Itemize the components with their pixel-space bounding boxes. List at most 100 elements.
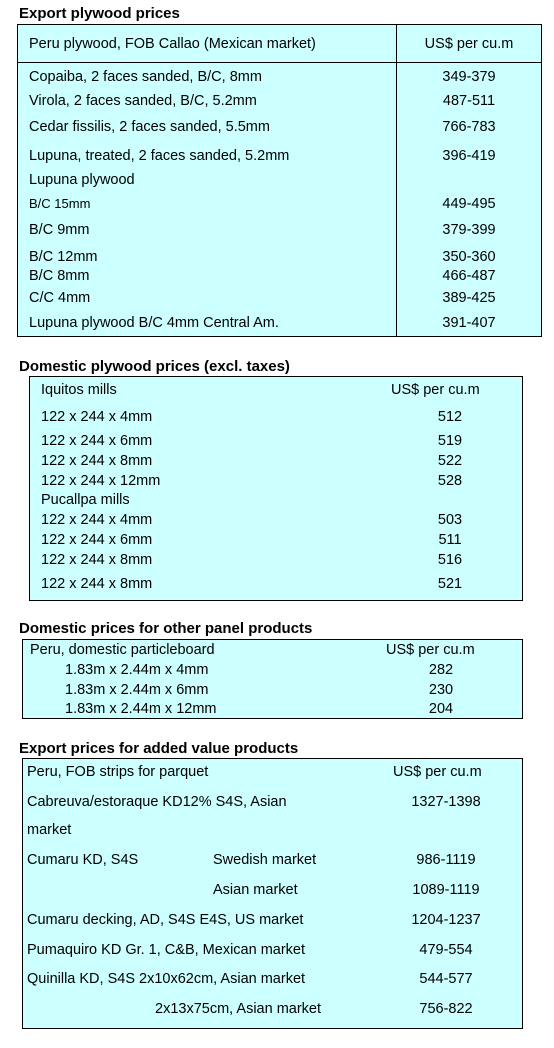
product-cell: 122 x 244 x 4mm [41,409,153,425]
table-row: Copaiba, 2 faces sanded, B/C, 8mm 349-37… [18,67,541,87]
table-row: 122 x 244 x 4mm 512 [30,407,522,427]
price-cell: 544-577 [419,971,473,987]
table-row: Virola, 2 faces sanded, B/C, 5.2mm 487-5… [18,91,541,111]
market-cell: Asian market [213,882,298,898]
product-cell: 1.83m x 2.44m x 12mm [65,701,217,717]
table-row: 122 x 244 x 12mm 528 [30,471,522,491]
product-cell: 122 x 244 x 6mm [41,532,153,548]
price-cell: 282 [428,662,454,678]
price-cell: 449-495 [442,196,496,212]
price-cell: 204 [428,701,454,717]
table-row: Quinilla KD, S4S 2x10x62cm, Asian market… [23,969,522,989]
domestic-plywood-title: Domestic plywood prices (excl. taxes) [19,358,290,375]
table-header: Peru, domestic particleboard US$ per cu.… [23,640,522,660]
column-divider [396,25,397,336]
product-cell: 122 x 244 x 8mm [41,576,153,592]
product-cell: Lupuna, treated, 2 faces sanded, 5.2mm [29,148,290,164]
product-column-header: Iquitos mills [41,382,117,398]
added-value-table: Peru, FOB strips for parquet US$ per cu.… [22,758,523,1029]
added-value-title: Export prices for added value products [19,740,299,757]
price-cell: 487-511 [442,93,496,109]
table-row: B/C 15mm 449-495 [18,194,541,214]
product-cell: B/C 12mm [29,249,98,265]
product-cell: B/C 9mm [29,222,90,238]
price-cell: 230 [428,682,454,698]
product-cell: Pucallpa mills [41,492,130,508]
table-row: 1.83m x 2.44m x 12mm 204 [23,699,522,719]
table-row: Lupuna, treated, 2 faces sanded, 5.2mm 3… [18,146,541,166]
price-cell: 756-822 [419,1001,473,1017]
product-cell: Lupuna plywood [29,172,135,188]
price-cell: 379-399 [442,222,496,238]
product-cell: C/C 4mm [29,290,91,306]
price-column-header: US$ per cu.m [393,764,482,780]
table-row: Cedar fissilis, 2 faces sanded, 5.5mm 76… [18,117,541,137]
product-column-header: Peru, domestic particleboard [30,642,215,658]
product-cell: Copaiba, 2 faces sanded, B/C, 8mm [29,69,262,85]
price-cell: 516 [437,552,463,568]
product-cell: Pumaquiro KD Gr. 1, C&B, Mexican market [27,942,306,958]
product-cell: Cumaru KD, S4S [27,852,139,868]
product-cell: Quinilla KD, S4S 2x10x62cm, Asian market [27,971,306,987]
price-cell: 466-487 [442,268,496,284]
price-cell: 350-360 [442,249,496,265]
product-cell: market [27,822,72,838]
table-row: 122 x 244 x 6mm 519 [30,431,522,451]
product-cell: B/C 8mm [29,268,90,284]
product-cell: B/C 15mm [29,196,91,211]
price-cell: 389-425 [442,290,496,306]
table-row: B/C 8mm 466-487 [18,266,541,286]
price-column-header: US$ per cu.m [424,36,514,52]
header-divider [18,62,541,63]
price-cell: 349-379 [442,69,496,85]
table-row: 2x13x75cm, Asian market 756-822 [23,999,522,1019]
price-column-header: US$ per cu.m [391,382,480,398]
table-row: B/C 9mm 379-399 [18,220,541,240]
product-cell: Cedar fissilis, 2 faces sanded, 5.5mm [29,119,270,135]
product-cell: 122 x 244 x 4mm [41,512,153,528]
table-header: Peru, FOB strips for parquet US$ per cu.… [23,762,522,782]
price-column-header: US$ per cu.m [386,642,475,658]
table-row: Cumaru KD, S4S Swedish market 986-1119 [23,850,522,870]
price-cell: 511 [438,532,462,548]
product-cell: Lupuna plywood B/C 4mm Central Am. [29,315,279,331]
product-cell: Cabreuva/estoraque KD12% S4S, Asian [27,794,287,810]
product-cell: 122 x 244 x 6mm [41,433,153,449]
price-cell: 519 [437,433,463,449]
table-row: market [23,820,522,840]
table-row: 122 x 244 x 6mm 511 [30,530,522,550]
table-row: Lupuna plywood B/C 4mm Central Am. 391-4… [18,313,541,333]
product-cell: Cumaru decking, AD, S4S E4S, US market [27,912,304,928]
price-cell: 479-554 [419,942,473,958]
table-row: 122 x 244 x 4mm 503 [30,510,522,530]
table-row: Asian market 1089-1119 [23,880,522,900]
market-cell: Swedish market [213,852,317,868]
table-row: Pumaquiro KD Gr. 1, C&B, Mexican market … [23,940,522,960]
product-cell: 1.83m x 2.44m x 6mm [65,682,209,698]
table-row: Cumaru decking, AD, S4S E4S, US market 1… [23,910,522,930]
table-row: 122 x 244 x 8mm 516 [30,550,522,570]
export-plywood-table: Peru plywood, FOB Callao (Mexican market… [17,24,542,337]
product-cell: 122 x 244 x 12mm [41,473,161,489]
export-plywood-title: Export plywood prices [19,5,180,22]
table-row: Pucallpa mills [30,490,522,510]
price-cell: 521 [437,576,463,592]
other-panels-table: Peru, domestic particleboard US$ per cu.… [22,639,523,719]
product-column-header: Peru, FOB strips for parquet [27,764,209,780]
price-cell: 1327-1398 [411,794,481,810]
price-cell: 766-783 [442,119,496,135]
table-row: 122 x 244 x 8mm 521 [30,574,522,594]
table-header: Iquitos mills US$ per cu.m [30,380,522,400]
price-cell: 522 [437,453,463,469]
price-cell: 396-419 [442,148,496,164]
product-cell: 1.83m x 2.44m x 4mm [65,662,209,678]
price-cell: 391-407 [442,315,496,331]
product-cell: 122 x 244 x 8mm [41,453,153,469]
other-panels-title: Domestic prices for other panel products [19,620,313,637]
domestic-plywood-table: Iquitos mills US$ per cu.m 122 x 244 x 4… [29,376,523,601]
price-cell: 512 [437,409,463,425]
product-cell: 122 x 244 x 8mm [41,552,153,568]
table-row: 122 x 244 x 8mm 522 [30,451,522,471]
product-cell: Virola, 2 faces sanded, B/C, 5.2mm [29,93,257,109]
table-header: Peru plywood, FOB Callao (Mexican market… [18,34,541,54]
